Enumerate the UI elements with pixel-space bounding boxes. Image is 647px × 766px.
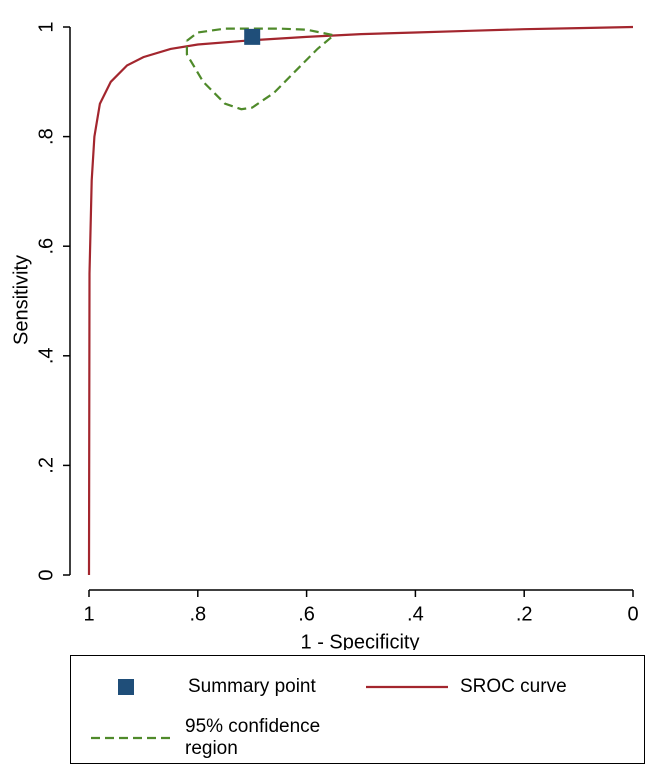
summary-point bbox=[244, 28, 261, 45]
sroc-curve bbox=[87, 25, 634, 576]
x-axis-title: 1 - Specificity bbox=[301, 631, 420, 650]
y-tick-label: 0 bbox=[35, 569, 57, 580]
y-tick-label: .2 bbox=[35, 457, 57, 474]
x-tick-label: .8 bbox=[189, 603, 206, 625]
legend-symbol bbox=[366, 685, 448, 689]
x-tick-label: .4 bbox=[407, 603, 424, 625]
x-tick-label: 0 bbox=[627, 603, 638, 625]
legend-symbol bbox=[118, 679, 134, 695]
legend-label: Summary point bbox=[188, 676, 316, 697]
legend-label: 95% confidence region bbox=[185, 716, 321, 759]
x-tick-label: .2 bbox=[516, 603, 533, 625]
y-axis-title: Sensitivity bbox=[10, 255, 32, 345]
legend-label: SROC curve bbox=[460, 676, 567, 697]
legend-item: SROC curve bbox=[361, 676, 641, 716]
legend-item: 95% confidence region bbox=[71, 716, 361, 759]
x-tick-label: .6 bbox=[298, 603, 315, 625]
y-tick-label: .4 bbox=[35, 347, 57, 364]
legend-item: Summary point bbox=[71, 676, 361, 716]
confidence-region bbox=[185, 27, 337, 111]
y-tick-label: .8 bbox=[35, 128, 57, 145]
legend: Summary point SROC curve 95% confidence re… bbox=[70, 655, 645, 764]
legend-marker bbox=[118, 679, 134, 695]
chart: 1 - Specificity Sensitivity 1 .8 .6 .4 .2 0 0.… bbox=[10, 21, 638, 653]
legend-symbol bbox=[91, 736, 173, 740]
y-tick-label: 1 bbox=[35, 21, 57, 32]
y-tick-label: .6 bbox=[35, 238, 57, 255]
x-tick-label: 1 bbox=[83, 603, 94, 625]
